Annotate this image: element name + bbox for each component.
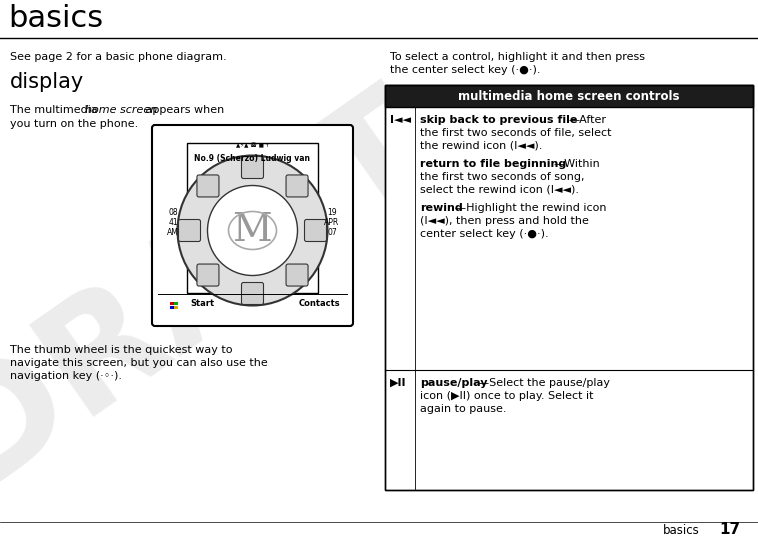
Text: appears when: appears when <box>142 105 224 115</box>
Bar <box>174 301 177 305</box>
Text: again to pause.: again to pause. <box>420 404 506 414</box>
Text: 08
41
AM: 08 41 AM <box>167 208 179 237</box>
Text: skip back to previous file: skip back to previous file <box>420 115 578 125</box>
FancyBboxPatch shape <box>286 175 308 197</box>
Text: 19
APR
07: 19 APR 07 <box>324 208 340 237</box>
Text: M: M <box>233 212 272 249</box>
Text: the center select key (·●·).: the center select key (·●·). <box>390 65 540 75</box>
Text: DRAFT: DRAFT <box>0 65 462 515</box>
Text: 17: 17 <box>719 522 740 538</box>
Text: —Select the pause/play: —Select the pause/play <box>478 378 610 388</box>
Text: basics: basics <box>663 523 700 537</box>
Text: return to file beginning: return to file beginning <box>420 159 566 169</box>
Text: I◄◄: I◄◄ <box>390 115 411 125</box>
Text: Contacts: Contacts <box>299 299 340 307</box>
Text: display: display <box>10 72 84 92</box>
Bar <box>385 85 753 490</box>
Text: multimedia home screen controls: multimedia home screen controls <box>459 90 680 102</box>
Ellipse shape <box>177 155 327 306</box>
Text: See page 2 for a basic phone diagram.: See page 2 for a basic phone diagram. <box>10 52 227 62</box>
Text: center select key (·●·).: center select key (·●·). <box>420 229 549 239</box>
Text: rewind: rewind <box>420 203 462 213</box>
Text: navigation key (·◦·).: navigation key (·◦·). <box>10 371 122 381</box>
Text: To select a control, highlight it and then press: To select a control, highlight it and th… <box>390 52 645 62</box>
Bar <box>385 85 753 107</box>
Text: —Within: —Within <box>553 159 600 169</box>
Text: home screen: home screen <box>85 105 157 115</box>
FancyBboxPatch shape <box>305 219 327 241</box>
Text: icon (▶II) once to play. Select it: icon (▶II) once to play. Select it <box>420 391 594 401</box>
Bar <box>170 306 174 309</box>
FancyBboxPatch shape <box>242 282 264 305</box>
Text: ▶II: ▶II <box>390 378 406 388</box>
Bar <box>187 143 318 293</box>
Text: basics: basics <box>8 4 103 33</box>
FancyBboxPatch shape <box>178 219 201 241</box>
FancyBboxPatch shape <box>152 125 353 326</box>
Text: —Highlight the rewind icon: —Highlight the rewind icon <box>455 203 606 213</box>
Text: pause/play: pause/play <box>420 378 487 388</box>
Bar <box>170 301 174 305</box>
Text: (I◄◄), then press and hold the: (I◄◄), then press and hold the <box>420 216 589 226</box>
Text: the first two seconds of song,: the first two seconds of song, <box>420 172 584 182</box>
Text: navigate this screen, but you can also use the: navigate this screen, but you can also u… <box>10 358 268 368</box>
Text: The multimedia: The multimedia <box>10 105 102 115</box>
Text: No.9 (Scherzo) Ludwig van: No.9 (Scherzo) Ludwig van <box>195 154 311 163</box>
Text: the first two seconds of file, select: the first two seconds of file, select <box>420 128 612 138</box>
Text: the rewind icon (I◄◄).: the rewind icon (I◄◄). <box>420 141 543 151</box>
Bar <box>174 306 177 309</box>
Text: —After: —After <box>568 115 606 125</box>
Text: select the rewind icon (I◄◄).: select the rewind icon (I◄◄). <box>420 185 579 195</box>
Ellipse shape <box>208 185 297 276</box>
FancyBboxPatch shape <box>197 175 219 197</box>
Text: ▲⚡▲ ☎ ■ Y: ▲⚡▲ ☎ ■ Y <box>236 143 269 148</box>
FancyBboxPatch shape <box>242 156 264 178</box>
FancyBboxPatch shape <box>197 264 219 286</box>
Text: The thumb wheel is the quickest way to: The thumb wheel is the quickest way to <box>10 345 233 355</box>
Text: Start: Start <box>190 299 214 307</box>
FancyBboxPatch shape <box>286 264 308 286</box>
Bar <box>385 85 753 490</box>
Text: you turn on the phone.: you turn on the phone. <box>10 119 138 129</box>
